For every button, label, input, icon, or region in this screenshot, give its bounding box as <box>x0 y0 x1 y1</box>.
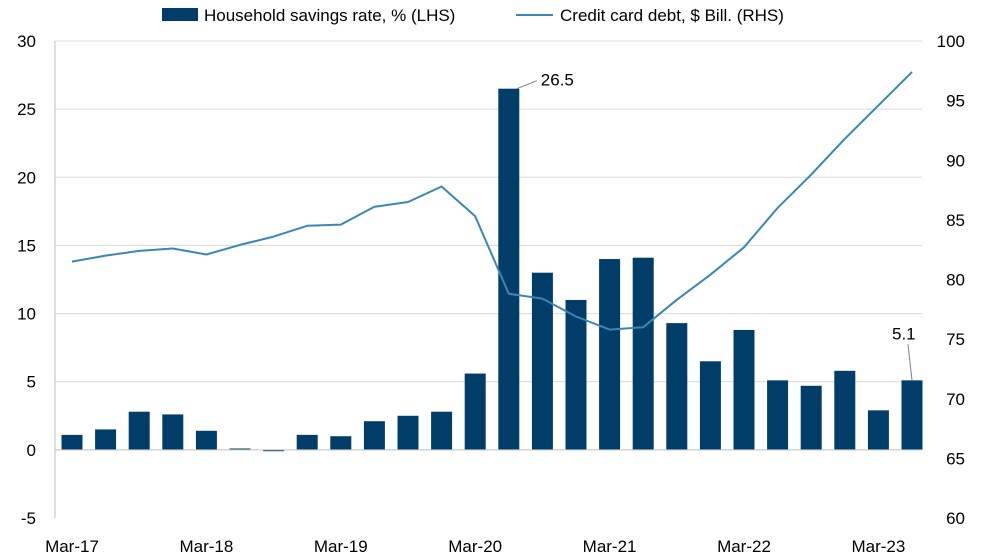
right-tick-label: 65 <box>946 449 965 468</box>
left-tick-label: 5 <box>27 373 36 392</box>
x-tick-label: Mar-17 <box>45 537 99 556</box>
right-tick-label: 100 <box>937 32 965 51</box>
savings-bar <box>632 257 654 450</box>
x-tick-label: Mar-22 <box>717 537 771 556</box>
right-tick-label: 80 <box>946 271 965 290</box>
x-tick-label: Mar-19 <box>314 537 368 556</box>
savings-bar <box>363 421 385 450</box>
savings-bar <box>95 429 117 450</box>
annotation-leader <box>907 344 913 381</box>
left-tick-label: -5 <box>21 509 36 528</box>
savings-bar <box>834 370 856 450</box>
right-tick-label: 90 <box>946 151 965 170</box>
left-tick-label: 20 <box>17 168 36 187</box>
savings-bar <box>699 361 721 450</box>
left-tick-label: 15 <box>17 236 36 255</box>
credit-card-debt-line-group <box>71 71 913 331</box>
savings-bar <box>901 380 923 450</box>
annotation-label: 26.5 <box>541 71 574 90</box>
savings-bar <box>229 448 251 450</box>
right-tick-label: 75 <box>946 330 965 349</box>
savings-bar <box>565 299 587 450</box>
x-tick-label: Mar-18 <box>179 537 233 556</box>
left-tick-label: 10 <box>17 305 36 324</box>
legend-label-savings-rate: Household savings rate, % (LHS) <box>204 6 455 25</box>
savings-bar <box>800 385 822 450</box>
legend-label-credit-card-debt: Credit card debt, $ Bill. (RHS) <box>560 6 784 25</box>
axes: -5 0 5 10 15 20 25 30 60 65 70 75 80 85 90 95 100 Mar-17 M… <box>17 32 965 556</box>
savings-bar <box>531 272 553 450</box>
x-tick-label: Mar-20 <box>448 537 502 556</box>
savings-bar <box>263 449 285 452</box>
savings-bar <box>128 411 150 450</box>
right-tick-label: 85 <box>946 211 965 230</box>
savings-bar <box>498 88 520 450</box>
credit-card-debt-line <box>71 71 913 331</box>
savings-bar <box>464 373 486 450</box>
left-tick-label: 25 <box>17 100 36 119</box>
savings-bar <box>431 411 453 450</box>
savings-bar <box>61 434 83 450</box>
x-tick-label: Mar-21 <box>583 537 637 556</box>
savings-bar <box>767 380 789 450</box>
legend-swatch-savings-rate <box>162 8 198 21</box>
x-tick-label: Mar-23 <box>851 537 905 556</box>
left-tick-label: 0 <box>27 441 36 460</box>
gridlines <box>55 40 922 383</box>
savings-bar <box>397 415 419 450</box>
savings-bar <box>733 329 755 450</box>
left-tick-label: 30 <box>17 32 36 51</box>
right-tick-label: 70 <box>946 390 965 409</box>
savings-bar <box>195 430 217 450</box>
right-tick-label: 95 <box>946 92 965 111</box>
savings-bar <box>296 434 318 450</box>
annotation-label: 5.1 <box>892 324 916 343</box>
legend: Household savings rate, % (LHS) Credit c… <box>162 6 784 25</box>
savings-rate-bars <box>61 88 923 452</box>
savings-bar <box>867 410 889 450</box>
right-tick-label: 60 <box>946 509 965 528</box>
savings-bar <box>330 436 352 450</box>
annotation-leader <box>516 80 537 90</box>
savings-bar <box>666 323 688 450</box>
savings-bar <box>599 259 621 450</box>
annotations: 26.5 5.1 <box>516 71 916 381</box>
savings-bar <box>162 414 184 450</box>
